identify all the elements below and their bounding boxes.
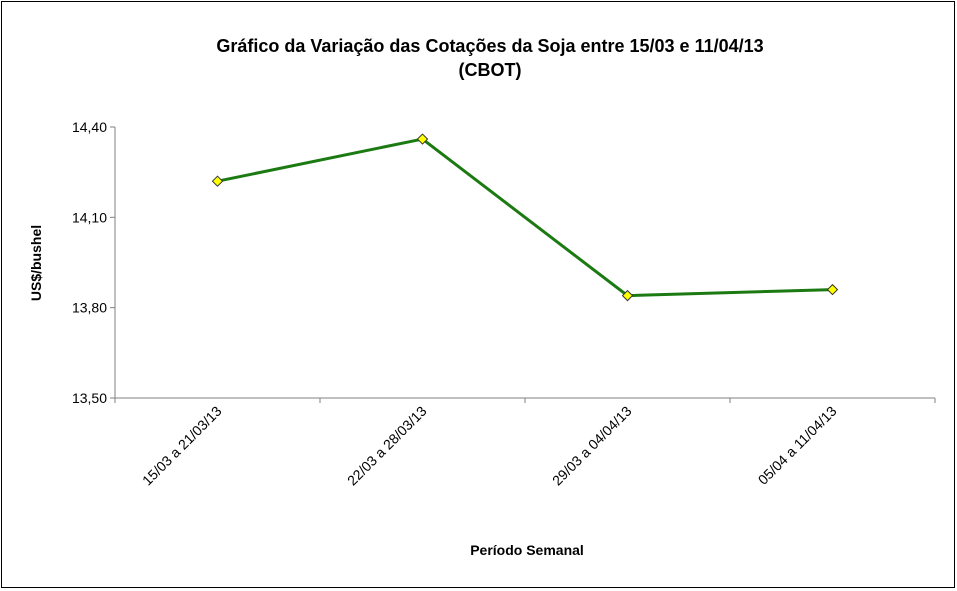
series-line	[217, 137, 833, 298]
y-axis-title: US$/bushel	[28, 225, 44, 301]
data-point	[621, 289, 634, 302]
y-tick-label: 13,80	[72, 300, 107, 316]
y-tick-label: 14,40	[72, 119, 107, 135]
data-point	[211, 175, 224, 187]
data-point	[826, 283, 839, 296]
data-point	[416, 133, 429, 145]
chart-title: (CBOT)	[459, 60, 522, 80]
x-axis-title: Período Semanal	[470, 542, 584, 558]
y-tick-label: 13,50	[72, 390, 107, 406]
chart-title: Gráfico da Variação das Cotações da Soja…	[216, 36, 763, 56]
y-tick-label: 14,10	[72, 209, 107, 225]
